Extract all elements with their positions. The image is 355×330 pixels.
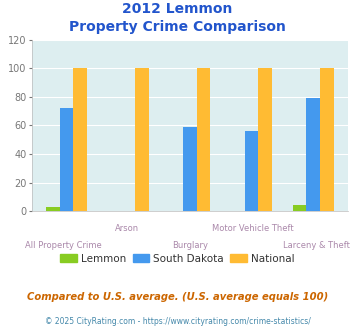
Bar <box>306 98 320 211</box>
Text: © 2025 CityRating.com - https://www.cityrating.com/crime-statistics/: © 2025 CityRating.com - https://www.city… <box>45 317 310 326</box>
Text: Arson: Arson <box>115 224 139 233</box>
Text: Property Crime Comparison: Property Crime Comparison <box>69 20 286 34</box>
Text: Larceny & Theft: Larceny & Theft <box>283 241 350 250</box>
Bar <box>183 127 197 211</box>
Text: Compared to U.S. average. (U.S. average equals 100): Compared to U.S. average. (U.S. average … <box>27 292 328 302</box>
Bar <box>320 68 334 211</box>
Bar <box>258 68 272 211</box>
Bar <box>135 68 149 211</box>
Text: 2012 Lemmon: 2012 Lemmon <box>122 2 233 16</box>
Text: Burglary: Burglary <box>172 241 208 250</box>
Legend: Lemmon, South Dakota, National: Lemmon, South Dakota, National <box>56 249 299 268</box>
Bar <box>46 207 60 211</box>
Bar <box>73 68 87 211</box>
Bar <box>60 108 73 211</box>
Bar <box>245 131 258 211</box>
Bar <box>197 68 210 211</box>
Text: Motor Vehicle Theft: Motor Vehicle Theft <box>212 224 294 233</box>
Bar <box>293 206 306 211</box>
Text: All Property Crime: All Property Crime <box>25 241 102 250</box>
